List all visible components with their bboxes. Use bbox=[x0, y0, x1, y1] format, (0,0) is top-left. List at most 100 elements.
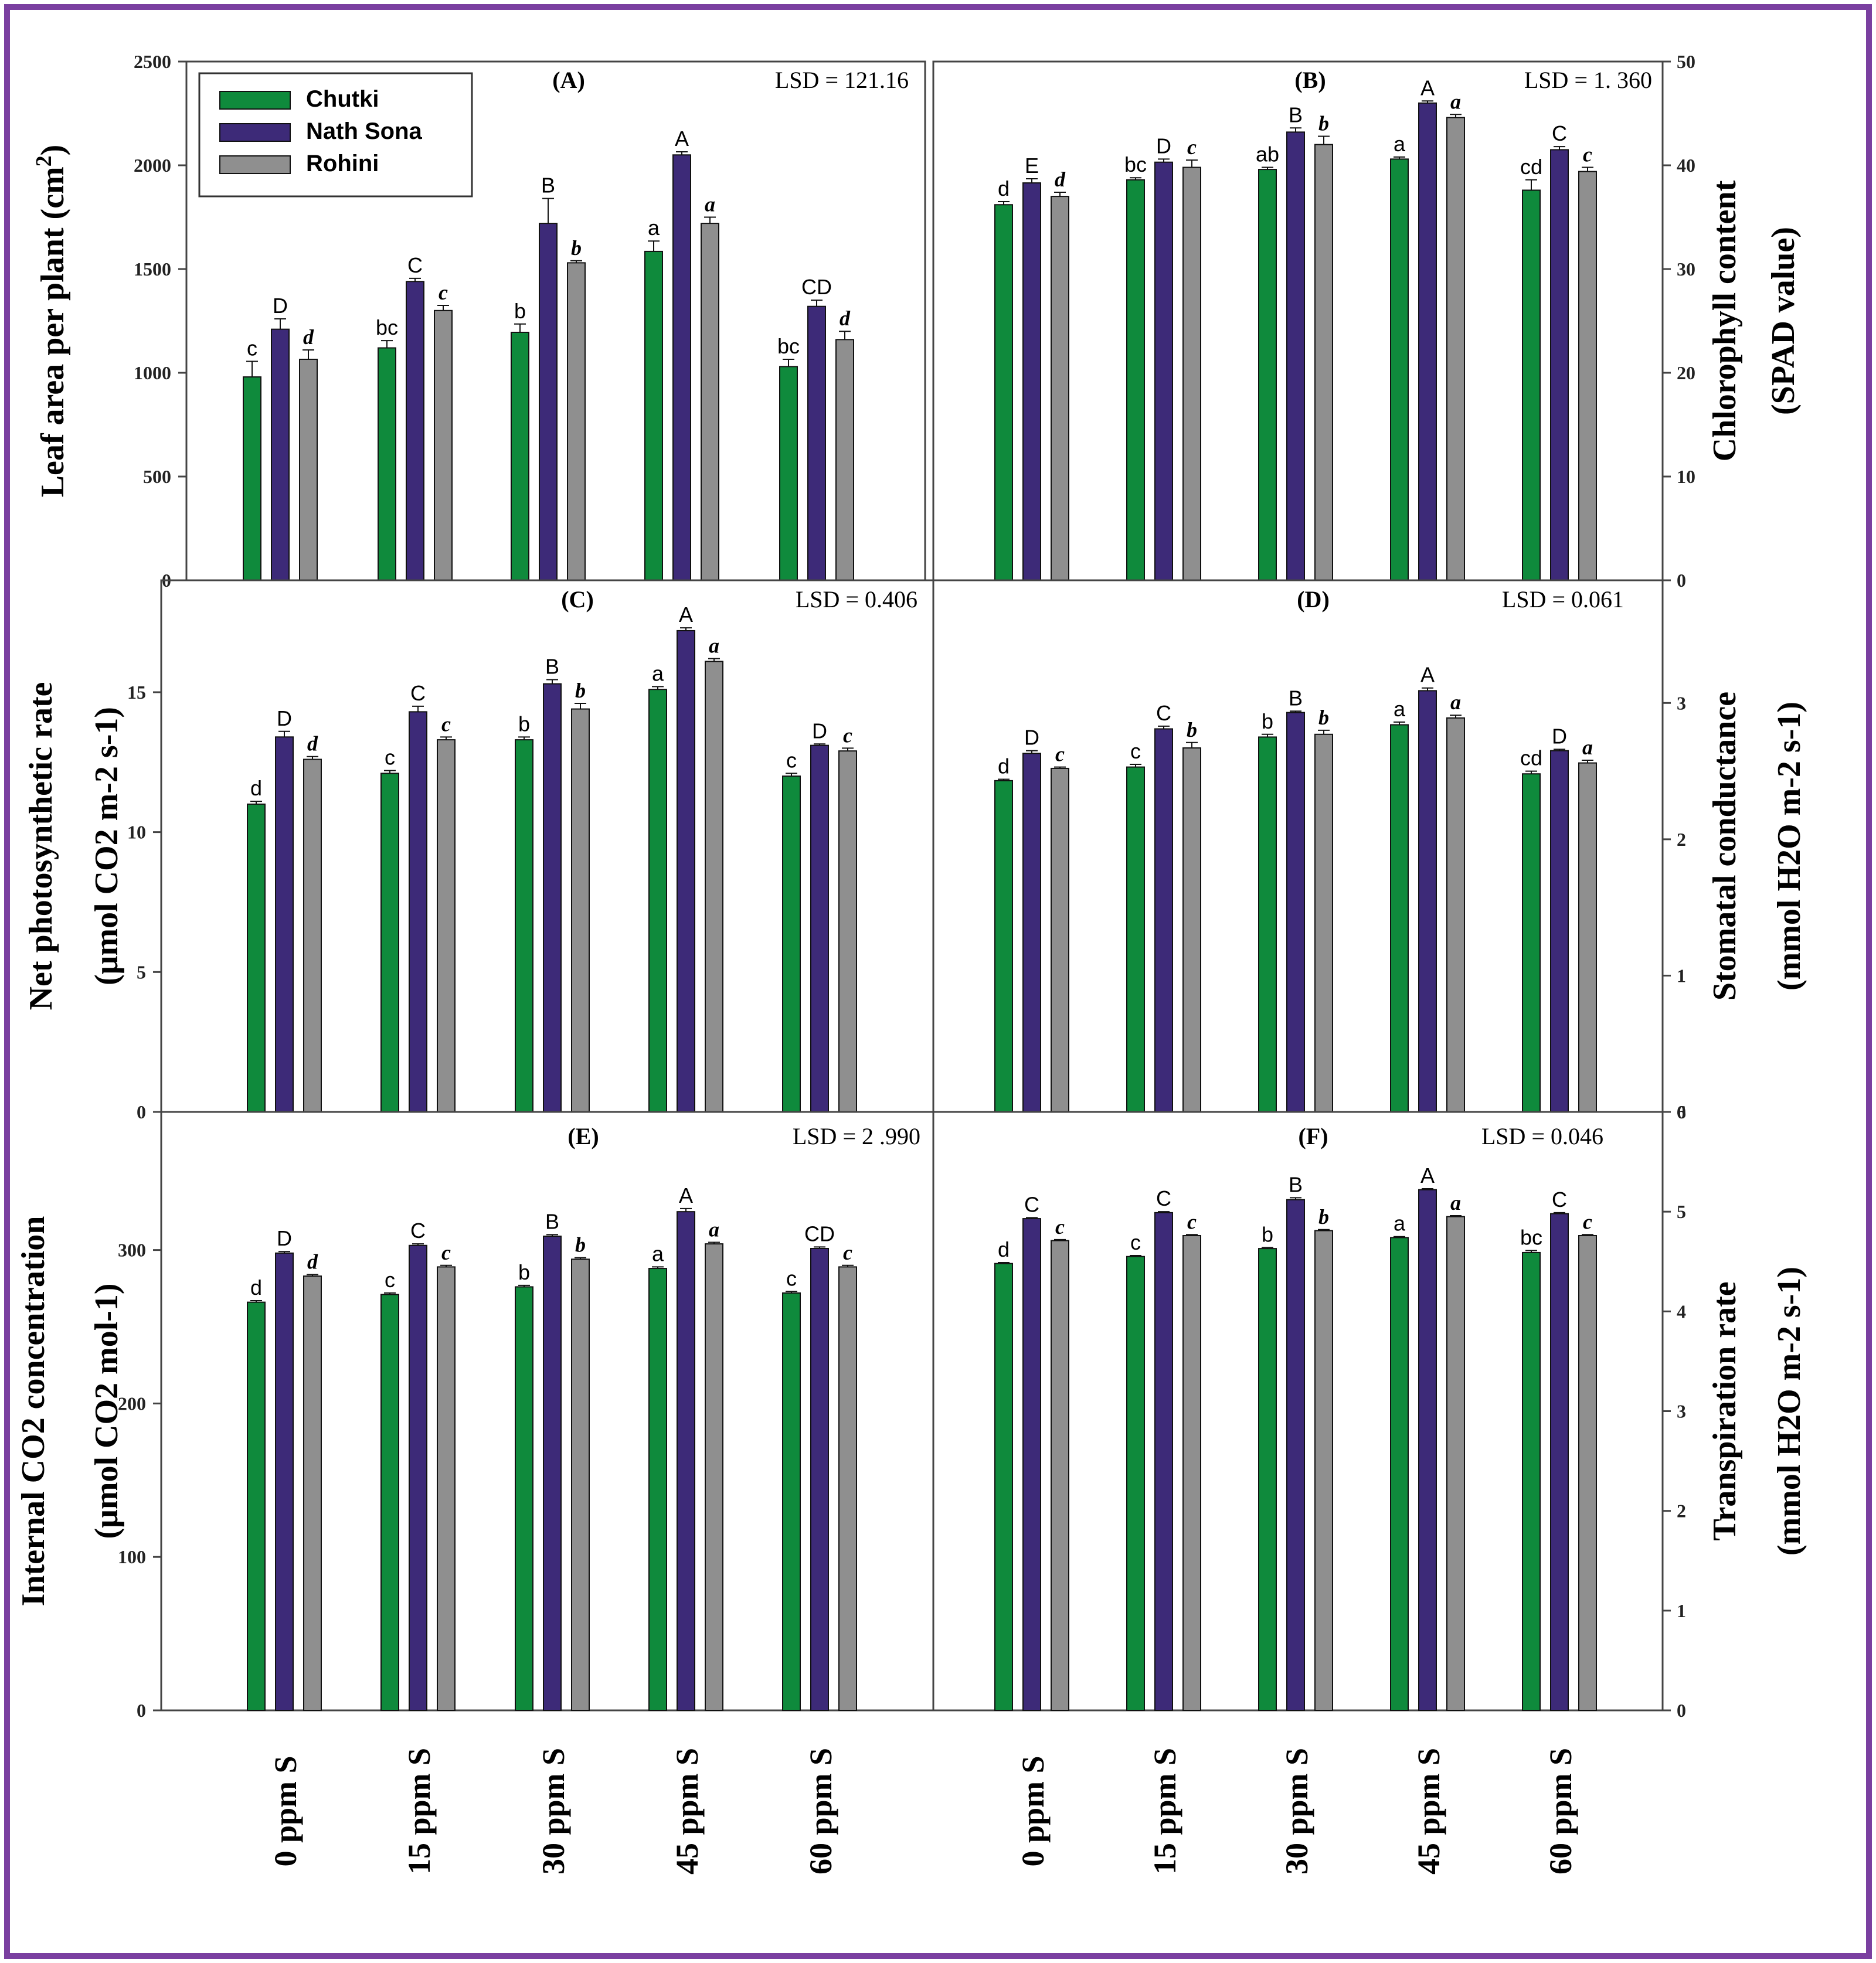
significance-letter: b bbox=[1318, 111, 1329, 135]
y-tick-label: 0 bbox=[137, 1700, 146, 1721]
y-tick-label: 4 bbox=[1677, 1301, 1686, 1322]
y-tick-label: 0 bbox=[1677, 1101, 1686, 1122]
bar-nath-sona bbox=[406, 281, 424, 581]
bar-chutki bbox=[1126, 766, 1145, 1113]
bar-nath-sona bbox=[810, 744, 829, 1113]
bar-rohini bbox=[701, 223, 719, 581]
significance-letter: bc bbox=[1520, 1226, 1542, 1250]
bar-nath-sona bbox=[1154, 728, 1173, 1113]
significance-letter: C bbox=[1552, 121, 1567, 145]
significance-letter: D bbox=[1024, 726, 1039, 750]
y-axis-label: Transpiration rate bbox=[1707, 1281, 1743, 1540]
bar-chutki bbox=[380, 1294, 399, 1711]
bar-rohini bbox=[1446, 117, 1465, 581]
bar-chutki bbox=[994, 1263, 1013, 1711]
bar-chutki bbox=[247, 803, 266, 1113]
y-tick-label: 3 bbox=[1677, 1401, 1686, 1422]
significance-letter: d bbox=[998, 754, 1010, 778]
significance-letter: b bbox=[575, 679, 586, 702]
significance-letter: A bbox=[679, 1183, 693, 1207]
bar-rohini bbox=[571, 708, 590, 1113]
panel-title: (B) bbox=[1294, 67, 1326, 93]
significance-letter: D bbox=[277, 1226, 292, 1250]
significance-letter: B bbox=[1289, 686, 1303, 710]
significance-letter: c bbox=[1055, 1215, 1065, 1239]
bar-rohini bbox=[1051, 767, 1069, 1113]
significance-letter: c bbox=[1583, 1210, 1592, 1233]
bar-nath-sona bbox=[1550, 750, 1569, 1113]
x-category-label: 0 ppm S bbox=[268, 1756, 303, 1866]
y-tick-label: 40 bbox=[1677, 155, 1695, 176]
significance-letter: d bbox=[1055, 168, 1066, 191]
bar-nath-sona bbox=[539, 223, 558, 581]
bar-nath-sona bbox=[1418, 1189, 1437, 1711]
bar-rohini bbox=[1578, 1235, 1597, 1711]
significance-letter: cd bbox=[1520, 155, 1542, 179]
y-axis-label: (μmol CO2 mol-1) bbox=[89, 1283, 125, 1539]
bar-chutki bbox=[515, 739, 533, 1113]
bar-nath-sona bbox=[275, 736, 294, 1113]
significance-letter: a bbox=[1394, 697, 1406, 721]
legend-label: Chutki bbox=[306, 86, 379, 112]
significance-letter: D bbox=[1156, 134, 1171, 158]
bar-nath-sona bbox=[1550, 149, 1569, 581]
significance-letter: d bbox=[307, 1250, 318, 1274]
significance-letter: c bbox=[247, 336, 257, 360]
significance-letter: B bbox=[1289, 1172, 1303, 1196]
significance-letter: a bbox=[1450, 90, 1461, 113]
x-category-label: 0 ppm S bbox=[1015, 1756, 1051, 1866]
significance-letter: D bbox=[812, 719, 827, 743]
bar-chutki bbox=[648, 1268, 667, 1711]
y-tick-label: 2 bbox=[1677, 1501, 1686, 1522]
bar-chutki bbox=[247, 1301, 266, 1712]
bar-rohini bbox=[299, 358, 318, 581]
significance-letter: d bbox=[303, 325, 314, 349]
bar-rohini bbox=[1314, 144, 1333, 581]
significance-letter: D bbox=[273, 294, 288, 318]
x-category-label: 60 ppm S bbox=[1543, 1748, 1578, 1874]
panel-title: (E) bbox=[567, 1123, 599, 1149]
bar-nath-sona bbox=[1418, 690, 1437, 1113]
y-tick-label: 1 bbox=[1677, 965, 1686, 986]
lsd-label: LSD = 2 .990 bbox=[793, 1123, 920, 1149]
y-axis-label: Net photosynthetic rate bbox=[23, 682, 59, 1011]
x-category-label: 15 ppm S bbox=[402, 1748, 437, 1874]
significance-letter: C bbox=[410, 1219, 426, 1243]
legend: Chutki Nath Sona Rohini bbox=[198, 72, 473, 198]
significance-letter: C bbox=[1156, 1186, 1171, 1210]
y-tick-label: 1000 bbox=[134, 362, 171, 383]
significance-letter: b bbox=[1187, 718, 1197, 741]
bar-chutki bbox=[782, 1292, 801, 1711]
lsd-label: LSD = 121.16 bbox=[775, 67, 909, 93]
y-axis-label: (SPAD value) bbox=[1765, 227, 1802, 415]
y-axis-label: Internal CO2 concentration bbox=[15, 1216, 52, 1607]
significance-letter: A bbox=[1420, 663, 1435, 687]
y-tick-label: 5 bbox=[137, 961, 146, 982]
significance-letter: c bbox=[1055, 743, 1065, 766]
bar-nath-sona bbox=[409, 711, 427, 1113]
y-tick-label: 10 bbox=[1677, 466, 1695, 487]
significance-letter: c bbox=[1130, 1230, 1141, 1254]
significance-letter: c bbox=[843, 723, 852, 747]
significance-letter: c bbox=[1187, 135, 1197, 159]
lsd-label: LSD = 0.046 bbox=[1481, 1123, 1603, 1149]
significance-letter: a bbox=[1394, 1212, 1406, 1236]
significance-letter: c bbox=[843, 1241, 852, 1264]
bar-rohini bbox=[571, 1258, 590, 1711]
bar-nath-sona bbox=[543, 1236, 562, 1712]
significance-letter: d bbox=[250, 776, 262, 800]
panel-title: (A) bbox=[552, 67, 585, 93]
y-tick-label: 1 bbox=[1677, 1600, 1686, 1621]
legend-label: Rohini bbox=[306, 151, 379, 176]
significance-letter: a bbox=[652, 1241, 664, 1265]
significance-letter: a bbox=[709, 1218, 719, 1241]
significance-letter: b bbox=[1262, 1222, 1273, 1246]
bar-nath-sona bbox=[275, 1252, 294, 1712]
significance-letter: bc bbox=[777, 334, 800, 358]
significance-letter: B bbox=[545, 654, 559, 678]
bar-nath-sona bbox=[807, 305, 826, 581]
bar-chutki bbox=[1258, 169, 1277, 581]
x-category-label: 30 ppm S bbox=[1279, 1748, 1314, 1874]
bar-chutki bbox=[644, 250, 663, 581]
